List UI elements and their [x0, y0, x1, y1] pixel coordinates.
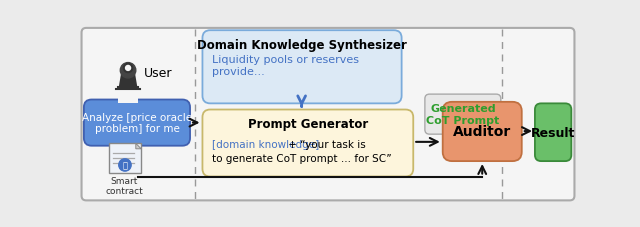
Polygon shape: [136, 144, 141, 149]
Text: Generated
CoT Prompt: Generated CoT Prompt: [426, 104, 499, 125]
Text: + “your task is: + “your task is: [285, 140, 366, 150]
Text: [domain knowledge]: [domain knowledge]: [212, 140, 319, 150]
Circle shape: [119, 159, 131, 171]
Text: Liquidity pools or reserves
provide...: Liquidity pools or reserves provide...: [212, 55, 359, 76]
FancyBboxPatch shape: [202, 31, 402, 104]
FancyBboxPatch shape: [443, 102, 522, 161]
Text: Smart
contract: Smart contract: [106, 176, 143, 195]
Text: to generate CoT prompt … for SC”: to generate CoT prompt … for SC”: [212, 153, 392, 163]
FancyBboxPatch shape: [109, 144, 141, 173]
FancyBboxPatch shape: [118, 88, 138, 103]
Polygon shape: [119, 74, 138, 88]
Text: Analyze [price oracle
problem] for me: Analyze [price oracle problem] for me: [82, 112, 192, 134]
FancyBboxPatch shape: [81, 29, 575, 200]
FancyBboxPatch shape: [535, 104, 572, 161]
Text: Result: Result: [531, 126, 575, 139]
Text: Auditor: Auditor: [453, 125, 511, 139]
FancyBboxPatch shape: [425, 95, 501, 135]
Text: ⧉: ⧉: [122, 161, 127, 170]
FancyBboxPatch shape: [84, 100, 190, 146]
Text: Domain Knowledge Synthesizer: Domain Knowledge Synthesizer: [197, 38, 407, 51]
Circle shape: [124, 64, 132, 73]
Circle shape: [120, 63, 136, 79]
FancyBboxPatch shape: [202, 110, 413, 177]
Text: User: User: [143, 67, 172, 80]
Text: Prompt Generator: Prompt Generator: [248, 117, 368, 130]
